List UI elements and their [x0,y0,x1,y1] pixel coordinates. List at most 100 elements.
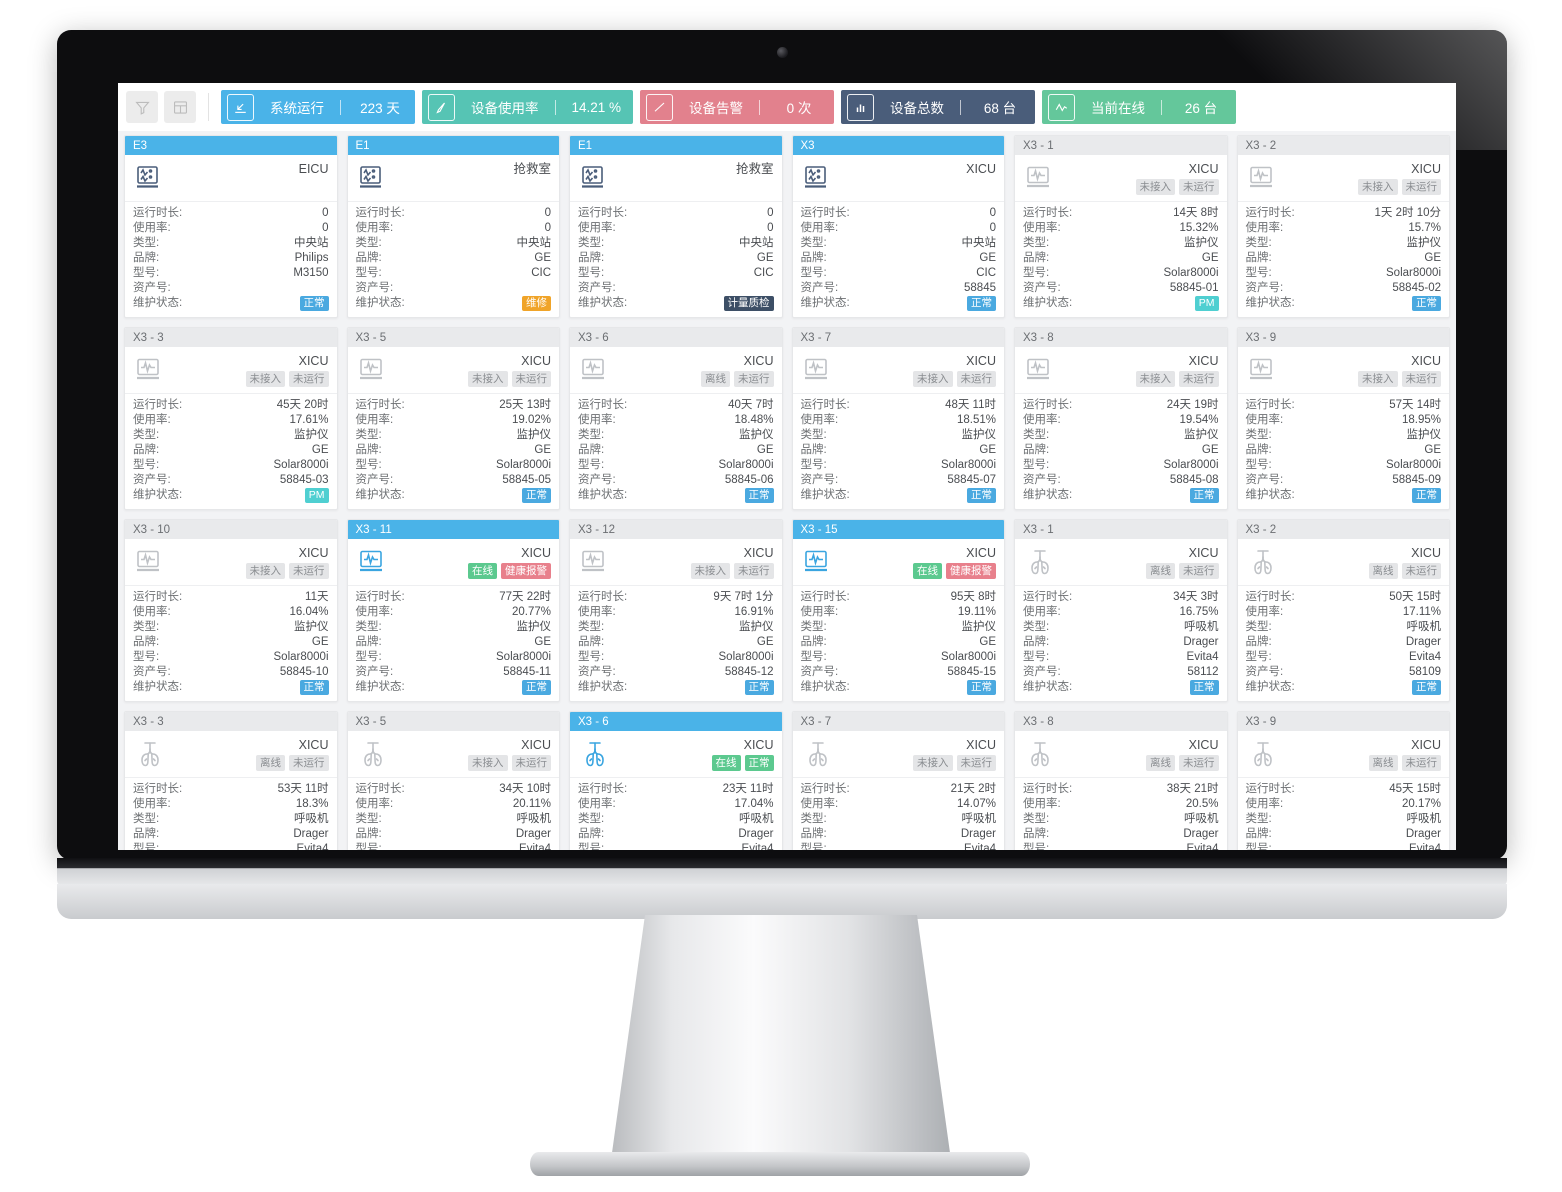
card-title[interactable]: X3 - 1 [1015,136,1227,155]
maintenance-status-badge: 正常 [967,680,996,695]
card-title[interactable]: X3 - 2 [1237,136,1449,155]
device-card[interactable]: E3 EICU 运行时长: 0 使用率: 0 类型: 中央站 品牌: Philips 型号: M315… [124,135,338,318]
device-card[interactable]: X3 - 9 XICU 离线 未运行 运行时长: 45天 15时 使用率: 20.17% 类型:… [1236,711,1450,850]
card-body: 运行时长: 11天 使用率: 16.04% 类型: 监护仪 品牌: GE 型号: Solar800… [125,586,337,701]
kpi-device-usage-rate[interactable]: 设备使用率 14.21 % [422,90,634,124]
monitor-icon [801,354,835,388]
card-title[interactable]: X3 - 5 [347,712,559,731]
card-title[interactable]: X3 - 6 [570,712,782,731]
card-title[interactable]: E1 [570,136,782,155]
field-runtime: 运行时长: 34天 10时 [355,783,552,795]
field-model: 型号: Solar8000i [355,651,552,663]
card-top-right: 抢救室 [736,162,774,179]
field-runtime: 运行时长: 40天 7时 [578,399,774,411]
screen: 系统运行 223 天 设备使用率 14.21 % [118,83,1456,850]
card-title[interactable]: X3 - 9 [1237,328,1449,347]
field-asset: 资产号: 58845 [800,282,997,294]
card-body: 运行时长: 34天 3时 使用率: 16.75% 类型: 呼吸机 品牌: Drager 型号: E… [1015,586,1227,701]
filter-button[interactable] [126,91,158,123]
device-card[interactable]: X3 - 11 XICU 在线 健康报警 运行时长: 77天 22时 使用率: 20.77% 类… [346,519,560,702]
field-asset: 资产号: 58845-06 [578,474,774,486]
device-card[interactable]: X3 - 1 XICU 离线 未运行 运行时长: 34天 3时 使用率: 16.75% 类型: 呼… [1014,519,1228,702]
ventilator-lungs-icon [1023,546,1057,580]
device-card[interactable]: X3 - 2 XICU 离线 未运行 运行时长: 50天 15时 使用率: 17.11% 类型:… [1236,519,1450,702]
card-body: 运行时长: 48天 11时 使用率: 18.51% 类型: 监护仪 品牌: GE 型号: Sola… [793,394,1005,509]
badge-group: 未接入 未运行 [1135,179,1219,195]
department-label: XICU [1411,738,1441,752]
card-title[interactable]: X3 - 7 [792,328,1004,347]
field-model: 型号: Solar8000i [355,459,552,471]
field-type: 类型: 呼吸机 [355,813,552,825]
card-title[interactable]: X3 - 9 [1237,712,1449,731]
field-asset: 资产号: 58845-03 [133,474,329,486]
status-badge: 未运行 [1401,179,1441,195]
field-usage: 使用率: 16.04% [133,606,329,618]
card-title[interactable]: X3 - 5 [347,328,559,347]
field-usage: 使用率: 20.17% [1245,798,1442,810]
field-model: 型号: M3150 [133,267,329,279]
card-title[interactable]: X3 - 12 [570,520,782,539]
device-card[interactable]: X3 - 15 XICU 在线 健康报警 运行时长: 95天 8时 使用率: 19.11% 类型… [791,519,1005,702]
field-brand: 品牌: GE [1245,252,1442,264]
card-top-right: XICU 在线 正常 [711,738,774,771]
card-title[interactable]: X3 - 8 [1015,712,1227,731]
device-card[interactable]: X3 - 3 XICU 离线 未运行 运行时长: 53天 11时 使用率: 18.3% 类型: 呼… [124,711,338,850]
field-usage: 使用率: 20.5% [1023,798,1219,810]
card-title[interactable]: E1 [347,136,559,155]
card-body: 运行时长: 95天 8时 使用率: 19.11% 类型: 监护仪 品牌: GE 型号: Solar… [793,586,1005,701]
field-type: 类型: 监护仪 [133,621,329,633]
device-card[interactable]: E1 抢救室 运行时长: 0 使用率: 0 类型: 中央站 品牌: GE 型号: CIC 资产号: 维护状… [346,135,560,318]
card-top: 抢救室 [570,155,782,202]
device-card[interactable]: X3 - 8 XICU 离线 未运行 运行时长: 38天 21时 使用率: 20.5% 类型: 呼… [1014,711,1228,850]
device-card[interactable]: X3 - 5 XICU 未接入 未运行 运行时长: 34天 10时 使用率: 20.11% 类型… [346,711,560,850]
kpi-separator [554,99,556,115]
device-card[interactable]: X3 - 2 XICU 未接入 未运行 运行时长: 1天 2时 10分 使用率: 15.7% 类… [1236,135,1450,318]
card-top-right: XICU 在线 健康报警 [468,546,551,579]
kpi-system-uptime[interactable]: 系统运行 223 天 [221,90,415,124]
card-title[interactable]: X3 - 7 [792,712,1004,731]
card-row: X3 - 3 XICU 离线 未运行 运行时长: 53天 11时 使用率: 18.3% 类型: 呼… [118,711,1456,850]
kpi-device-alarms[interactable]: 设备告警 0 次 [640,90,835,124]
status-badge: 未接入 [468,371,508,387]
maintenance-status-badge: 正常 [299,296,329,311]
card-title[interactable]: X3 - 6 [570,328,782,347]
card-title[interactable]: X3 [792,136,1004,155]
card-top-right: 抢救室 [513,162,551,179]
card-title[interactable]: X3 - 8 [1015,328,1227,347]
device-card[interactable]: X3 - 10 XICU 未接入 未运行 运行时长: 11天 使用率: 16.04% 类型: 监护… [124,519,338,702]
field-usage: 使用率: 17.04% [578,798,774,810]
device-card[interactable]: X3 - 7 XICU 未接入 未运行 运行时长: 21天 2时 使用率: 14.07% 类型:… [791,711,1005,850]
device-card[interactable]: X3 - 3 XICU 未接入 未运行 运行时长: 45天 20时 使用率: 17.61% 类型… [124,327,338,510]
device-card[interactable]: X3 - 6 XICU 离线 未运行 运行时长: 40天 7时 使用率: 18.48% 类型: 监… [569,327,783,510]
card-title[interactable]: X3 - 15 [792,520,1004,539]
card-title[interactable]: X3 - 2 [1237,520,1449,539]
card-title[interactable]: X3 - 1 [1015,520,1227,539]
card-title[interactable]: X3 - 10 [125,520,337,539]
device-card[interactable]: X3 - 9 XICU 未接入 未运行 运行时长: 57天 14时 使用率: 18.95% 类型… [1236,327,1450,510]
kpi-currently-online[interactable]: 当前在线 26 台 [1042,90,1237,124]
monitor-icon [578,354,612,388]
status-badge: 离线 [1146,755,1175,771]
field-usage: 使用率: 19.11% [800,606,997,618]
field-asset: 资产号: 58845-05 [355,474,552,486]
device-card[interactable]: X3 - 1 XICU 未接入 未运行 运行时长: 14天 8时 使用率: 15.32% 类型:… [1014,135,1228,318]
device-card[interactable]: E1 抢救室 运行时长: 0 使用率: 0 类型: 中央站 品牌: GE 型号: CIC 资产号: 维护状… [569,135,783,318]
kpi-total-devices[interactable]: 设备总数 68 台 [841,90,1036,124]
status-badge: 未运行 [1401,371,1441,387]
device-card[interactable]: X3 - 12 XICU 未接入 未运行 运行时长: 9天 7时 1分 使用率: 16.91%… [569,519,783,702]
status-badge: 未运行 [289,755,329,771]
device-card[interactable]: X3 - 5 XICU 未接入 未运行 运行时长: 25天 13时 使用率: 19.02% 类型… [346,327,560,510]
card-title[interactable]: E3 [125,136,337,155]
device-card[interactable]: X3 XICU 运行时长: 0 使用率: 0 类型: 中央站 品牌: GE 型号: CIC 资产号: 58… [791,135,1005,318]
device-card[interactable]: X3 - 8 XICU 未接入 未运行 运行时长: 24天 19时 使用率: 19.54% 类型… [1014,327,1228,510]
card-title[interactable]: X3 - 11 [347,520,559,539]
central-station-icon [133,162,167,196]
card-title[interactable]: X3 - 3 [125,328,337,347]
device-card[interactable]: X3 - 6 XICU 在线 正常 运行时长: 23天 11时 使用率: 17.04% 类型: 呼… [569,711,783,850]
field-model: 型号: Solar8000i [800,651,997,663]
device-card[interactable]: X3 - 7 XICU 未接入 未运行 运行时长: 48天 11时 使用率: 18.51% 类型… [791,327,1005,510]
layout-button[interactable] [164,91,196,123]
card-title[interactable]: X3 - 3 [125,712,337,731]
maintenance-status-badge: 正常 [744,488,774,503]
kpi-label: 设备总数 [890,101,945,116]
